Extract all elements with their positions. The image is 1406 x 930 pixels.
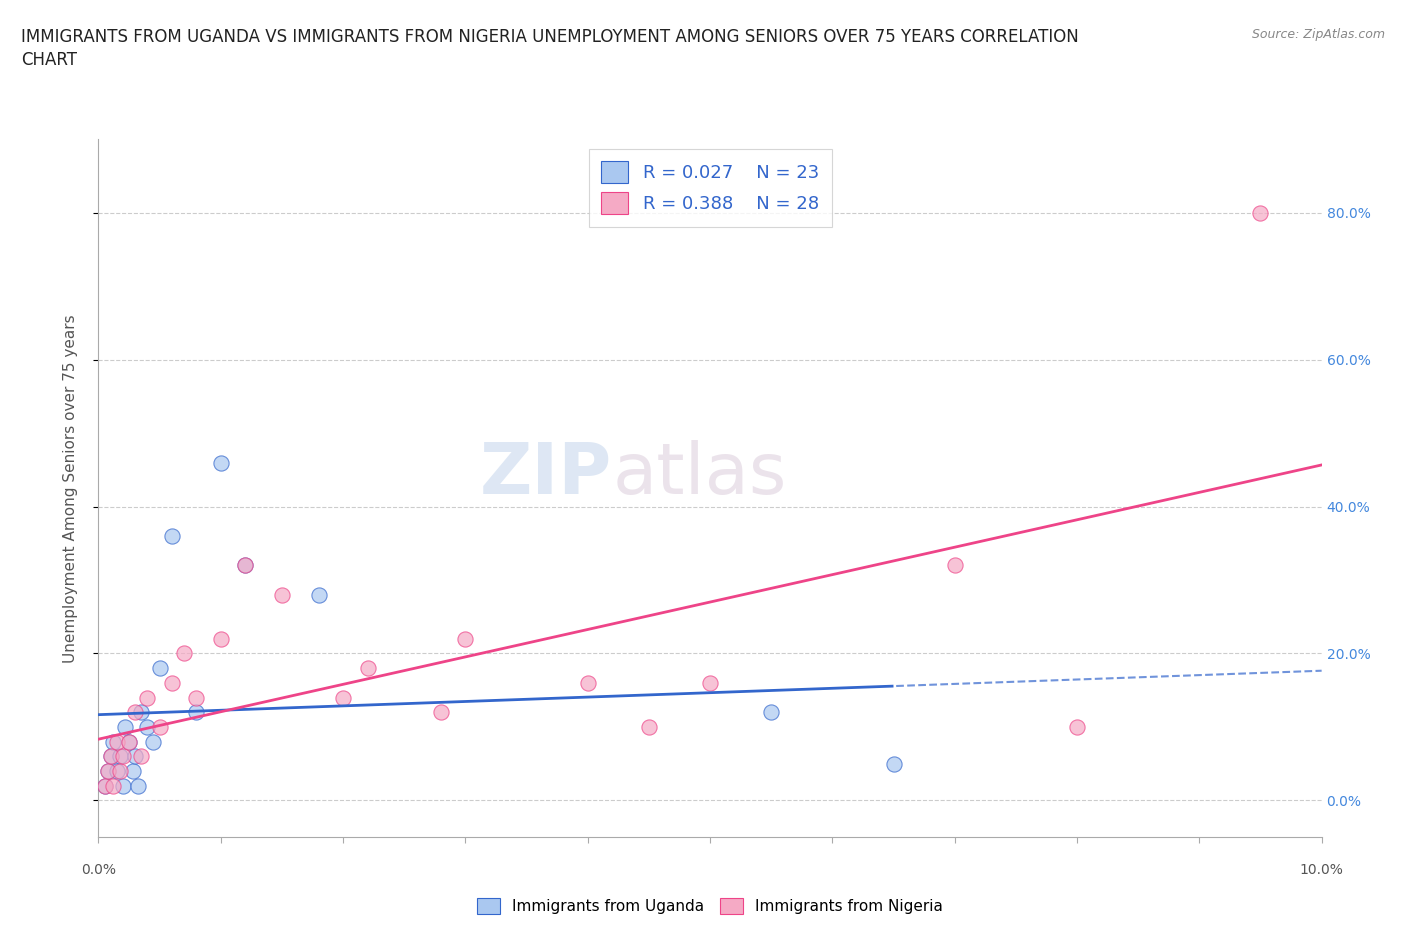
Point — [430, 705, 453, 720]
Y-axis label: Unemployment Among Seniors over 75 years: Unemployment Among Seniors over 75 years — [63, 314, 77, 662]
Point — [100, 749, 122, 764]
Point — [699, 675, 721, 690]
Point — [883, 756, 905, 771]
Point — [638, 720, 661, 735]
Point — [127, 778, 149, 793]
Text: IMMIGRANTS FROM UGANDA VS IMMIGRANTS FROM NIGERIA UNEMPLOYMENT AMONG SENIORS OVE: IMMIGRANTS FROM UGANDA VS IMMIGRANTS FRO… — [21, 28, 1078, 46]
Point — [105, 734, 128, 749]
Point — [110, 749, 132, 764]
Text: atlas: atlas — [612, 440, 786, 509]
Text: 0.0%: 0.0% — [82, 862, 115, 877]
Point — [111, 778, 134, 793]
Point — [129, 749, 152, 764]
Point — [186, 705, 208, 720]
Point — [101, 734, 124, 749]
Point — [93, 778, 115, 793]
Point — [209, 455, 232, 470]
Point — [124, 705, 146, 720]
Point — [160, 528, 183, 543]
Point — [100, 749, 122, 764]
Point — [149, 720, 172, 735]
Point — [1066, 720, 1088, 735]
Text: 10.0%: 10.0% — [1299, 862, 1344, 877]
Point — [142, 734, 165, 749]
Point — [270, 587, 294, 602]
Point — [233, 558, 256, 573]
Point — [332, 690, 354, 705]
Point — [136, 720, 159, 735]
Point — [233, 558, 256, 573]
Point — [111, 749, 134, 764]
Point — [136, 690, 159, 705]
Point — [149, 660, 172, 675]
Point — [93, 778, 115, 793]
Text: Source: ZipAtlas.com: Source: ZipAtlas.com — [1251, 28, 1385, 41]
Point — [110, 764, 132, 778]
Point — [1250, 206, 1272, 220]
Point — [124, 749, 146, 764]
Point — [454, 631, 477, 646]
Point — [356, 660, 378, 675]
Point — [105, 764, 128, 778]
Point — [576, 675, 599, 690]
Legend: R = 0.027    N = 23, R = 0.388    N = 28: R = 0.027 N = 23, R = 0.388 N = 28 — [589, 149, 831, 227]
Point — [186, 690, 208, 705]
Point — [97, 764, 120, 778]
Point — [943, 558, 966, 573]
Point — [118, 734, 141, 749]
Text: ZIP: ZIP — [479, 440, 612, 509]
Point — [97, 764, 120, 778]
Point — [160, 675, 183, 690]
Point — [118, 734, 141, 749]
Point — [101, 778, 124, 793]
Point — [209, 631, 232, 646]
Point — [173, 646, 195, 661]
Point — [761, 705, 783, 720]
Text: CHART: CHART — [21, 51, 77, 69]
Point — [114, 720, 136, 735]
Point — [121, 764, 143, 778]
Point — [308, 587, 330, 602]
Point — [129, 705, 152, 720]
